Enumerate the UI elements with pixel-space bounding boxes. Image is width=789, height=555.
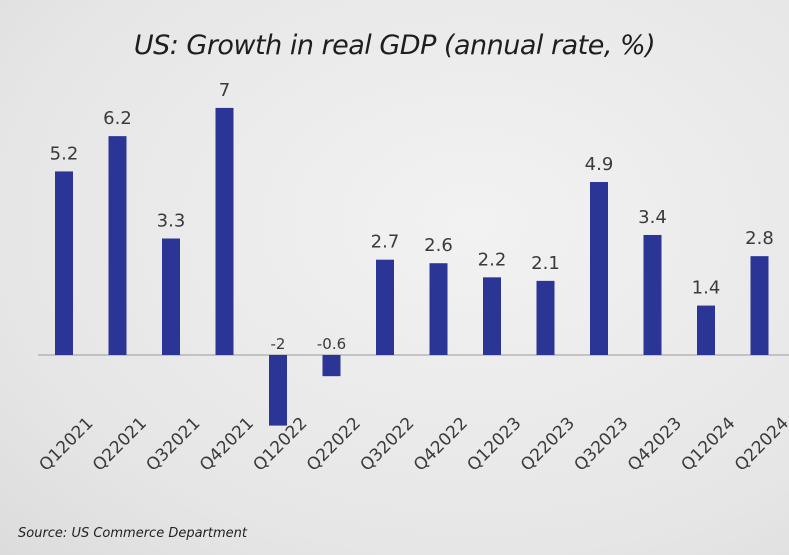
source-note: Source: US Commerce Department bbox=[18, 526, 247, 541]
data-label: 4.9 bbox=[585, 154, 614, 175]
bar bbox=[162, 238, 180, 355]
data-label: -0.6 bbox=[317, 335, 346, 353]
bar bbox=[376, 259, 394, 355]
bar bbox=[697, 305, 715, 355]
x-tick-label: Q42022 bbox=[410, 414, 472, 476]
data-label: -2 bbox=[271, 335, 286, 353]
data-label: 1.4 bbox=[692, 278, 721, 299]
x-tick-label: Q22021 bbox=[89, 414, 151, 476]
x-tick-label: Q12024 bbox=[678, 414, 740, 476]
x-tick-label: Q32023 bbox=[571, 414, 633, 476]
bar bbox=[269, 355, 287, 426]
data-label: 3.4 bbox=[638, 207, 667, 228]
data-label: 2.7 bbox=[371, 232, 400, 253]
data-label: 2.1 bbox=[531, 253, 560, 274]
bar bbox=[750, 256, 769, 355]
bar bbox=[322, 355, 341, 377]
x-tick-label: Q32022 bbox=[357, 414, 419, 476]
data-label: 2.2 bbox=[478, 249, 507, 270]
bar bbox=[108, 136, 127, 355]
bar bbox=[590, 182, 608, 355]
data-label: 3.3 bbox=[157, 211, 186, 232]
bar bbox=[215, 107, 234, 356]
bar bbox=[429, 263, 448, 355]
x-tick-label: Q12021 bbox=[36, 414, 98, 476]
x-tick-label: Q12023 bbox=[464, 414, 526, 476]
data-label: 7 bbox=[219, 80, 230, 101]
x-tick-label: Q42023 bbox=[624, 414, 686, 476]
bar bbox=[536, 280, 555, 355]
x-tick-label: Q42021 bbox=[196, 414, 258, 476]
x-tick-label: Q22024 bbox=[731, 414, 789, 476]
bar bbox=[643, 234, 662, 355]
x-tick-label: Q22023 bbox=[517, 414, 579, 476]
x-tick-label: Q22022 bbox=[303, 414, 365, 476]
data-label: 2.6 bbox=[424, 235, 453, 256]
bar bbox=[483, 277, 501, 355]
bar bbox=[55, 171, 73, 355]
chart-title: US: Growth in real GDP (annual rate, %) bbox=[133, 30, 656, 61]
data-label: 6.2 bbox=[103, 108, 132, 129]
x-tick-label: Q32021 bbox=[143, 414, 205, 476]
data-label: 5.2 bbox=[50, 143, 79, 164]
data-label: 2.8 bbox=[745, 228, 774, 249]
